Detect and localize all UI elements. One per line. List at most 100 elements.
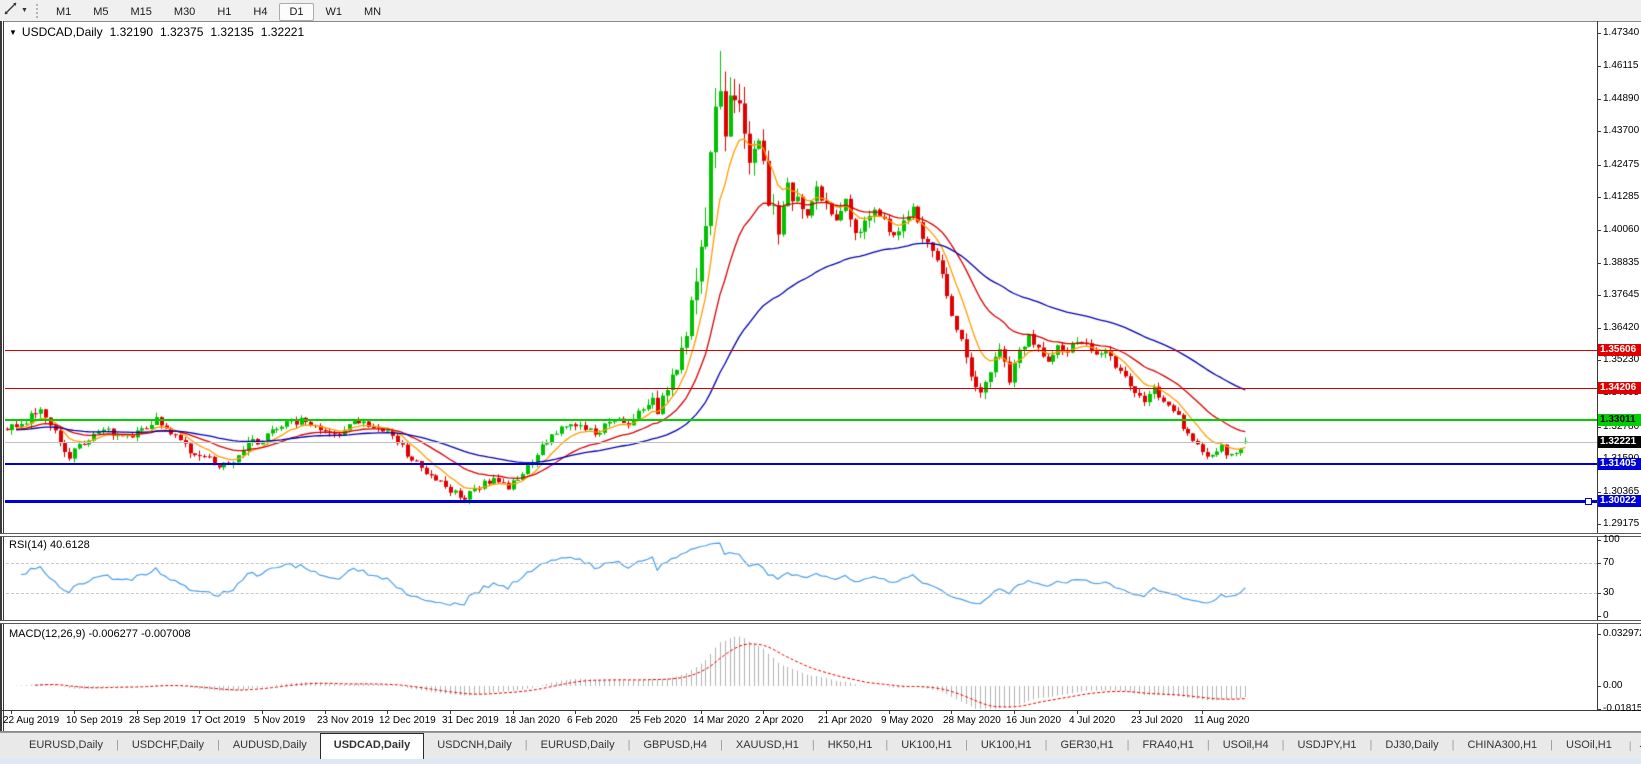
rsi-tick-label-tick [1597, 616, 1601, 617]
date-tick [763, 710, 764, 714]
date-tick [889, 710, 890, 714]
macd-label: MACD(12,26,9) -0.006277 -0.007008 [9, 628, 191, 640]
date-label: 16 Jun 2020 [1006, 715, 1062, 726]
price-tick-label-tick [1597, 295, 1601, 296]
chart-title: ▼ USDCAD,Daily 1.32190 1.32375 1.32135 1.3222… [9, 25, 304, 39]
level-line-handle[interactable] [1585, 498, 1592, 505]
price-tick-label: 1.42475 [1603, 159, 1640, 170]
date-tick [1014, 710, 1015, 714]
date-label: 14 Mar 2020 [693, 715, 750, 726]
rsi-tick-label-tick [1597, 563, 1601, 564]
level-line-1.33011[interactable] [5, 419, 1597, 421]
price-tick-label: 1.46115 [1603, 60, 1639, 71]
price-tick-label-tick [1597, 230, 1601, 231]
price-tick-label-tick [1597, 524, 1601, 525]
date-label: 12 Dec 2019 [379, 715, 436, 726]
price-tick-label-tick [1597, 263, 1601, 264]
symbol-period-label: USDCAD,Daily [21, 25, 103, 39]
level-line-1.35606[interactable] [5, 350, 1597, 351]
macd-tick-label-tick [1597, 686, 1601, 687]
rsi-tick-label: 30 [1603, 587, 1615, 598]
current-price-badge: 1.32221 [1598, 436, 1641, 448]
macd-tick-label-tick [1597, 634, 1601, 635]
level-badge-1.35606: 1.35606 [1598, 344, 1641, 356]
date-tick [137, 710, 138, 714]
date-tick [325, 710, 326, 714]
level-badge-1.31405: 1.31405 [1598, 458, 1641, 470]
price-tick-label: 1.37645 [1603, 289, 1640, 300]
date-label: 28 May 2020 [943, 715, 1001, 726]
macd-tick-label: -0.018154 [1603, 703, 1641, 714]
level-badge-1.30022: 1.30022 [1598, 495, 1641, 507]
price-tick-label-tick [1597, 131, 1601, 132]
rsi-tick-label: 70 [1603, 557, 1615, 568]
date-label: 23 Jul 2020 [1131, 715, 1183, 726]
rsi-label: RSI(14) 40.6128 [9, 539, 90, 551]
price-tick-label-tick [1597, 360, 1601, 361]
date-tick [1077, 710, 1078, 714]
date-tick [826, 710, 827, 714]
date-tick [575, 710, 576, 714]
date-label: 22 Aug 2019 [3, 715, 60, 726]
rsi-tick-label-tick [1597, 593, 1601, 594]
indicator-list-expander-icon[interactable]: ▼ [9, 28, 17, 37]
ohlc-low: 1.32135 [210, 25, 254, 39]
price-tick-label: 1.38835 [1603, 257, 1640, 268]
price-tick-label: 1.44890 [1603, 93, 1640, 104]
price-tick-label-tick [1597, 197, 1601, 198]
date-label: 11 Aug 2020 [1194, 715, 1250, 726]
price-tick-label-tick [1597, 492, 1601, 493]
price-tick-label-tick [1597, 66, 1601, 67]
date-tick [638, 710, 639, 714]
date-tick [199, 710, 200, 714]
rsi-tick-label-tick [1597, 540, 1601, 541]
price-tick-label-tick [1597, 427, 1601, 428]
date-tick [450, 710, 451, 714]
level-badge-1.33011: 1.33011 [1598, 414, 1641, 426]
rsi-tick-label: 100 [1603, 534, 1620, 545]
level-line-1.34206[interactable] [5, 388, 1597, 389]
ohlc-high: 1.32375 [160, 25, 204, 39]
ohlc-open: 1.32190 [109, 25, 153, 39]
price-tick-label-tick [1597, 99, 1601, 100]
date-label: 28 Sep 2019 [129, 715, 186, 726]
rsi-tick-label: 0 [1603, 610, 1609, 621]
price-tick-label: 1.40060 [1603, 224, 1640, 235]
macd-tick-label-tick [1597, 709, 1601, 710]
rsi-level-30 [6, 593, 1597, 594]
date-label: 17 Oct 2019 [191, 715, 246, 726]
price-tick-label: 1.41285 [1603, 191, 1640, 202]
date-tick [74, 710, 75, 714]
date-label: 4 Jul 2020 [1069, 715, 1116, 726]
date-label: 23 Nov 2019 [317, 715, 374, 726]
date-label: 5 Nov 2019 [254, 715, 306, 726]
price-tick-label: 1.43700 [1603, 125, 1640, 136]
rsi-level-70 [6, 563, 1597, 564]
date-label: 31 Dec 2019 [442, 715, 499, 726]
price-tick-label-tick [1597, 328, 1601, 329]
price-tick-label-tick [1597, 33, 1601, 34]
current-price-line [5, 442, 1597, 443]
level-badge-1.34206: 1.34206 [1598, 382, 1641, 394]
date-label: 18 Jan 2020 [505, 715, 561, 726]
price-tick-label: 1.36420 [1603, 322, 1640, 333]
price-tick-label: 1.32780 [1603, 421, 1640, 432]
macd-tick-label: 0.032972 [1603, 628, 1641, 639]
date-label: 6 Feb 2020 [567, 715, 618, 726]
date-label: 10 Sep 2019 [66, 715, 123, 726]
price-tick-label: 1.47340 [1603, 27, 1640, 38]
date-tick [701, 710, 702, 714]
level-line-1.30022[interactable] [5, 500, 1597, 503]
date-tick [1139, 710, 1140, 714]
level-line-1.31405[interactable] [5, 463, 1597, 465]
date-tick [11, 710, 12, 714]
ohlc-close: 1.32221 [260, 25, 305, 39]
date-label: 2 Apr 2020 [755, 715, 804, 726]
date-tick [513, 710, 514, 714]
macd-tick-label: 0.00 [1603, 680, 1623, 691]
price-tick-label: 1.35230 [1603, 354, 1640, 365]
date-label: 21 Apr 2020 [818, 715, 872, 726]
price-tick-label-tick [1597, 165, 1601, 166]
date-label: 25 Feb 2020 [630, 715, 687, 726]
